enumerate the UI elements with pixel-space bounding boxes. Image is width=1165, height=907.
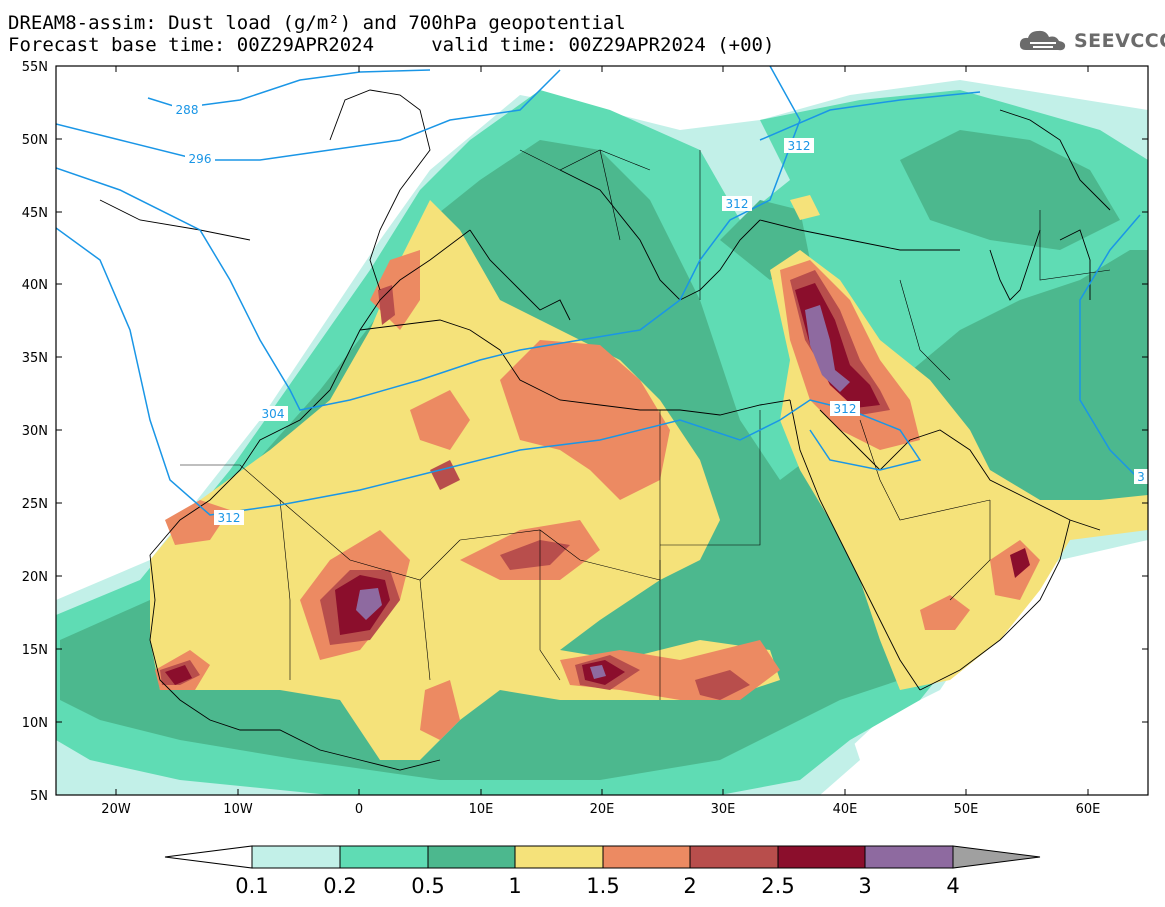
colorbar-tick: 2.5 <box>761 874 794 898</box>
lon-label: 30E <box>711 802 736 817</box>
colorbar-tick: 0.2 <box>323 874 356 898</box>
lon-label: 40E <box>833 802 858 817</box>
colorbar-tick: 1.5 <box>586 874 619 898</box>
lat-label: 20N <box>22 570 48 585</box>
lat-label: 40N <box>22 278 48 293</box>
lon-labels: 20W 10W 0 10E 20E 30E 40E 50E 60E <box>101 802 1100 817</box>
colorbar-segment <box>164 845 253 869</box>
colorbar-tick: 0.1 <box>235 874 268 898</box>
colorbar-tick: 0.5 <box>411 874 444 898</box>
contour-labels: 288 296 304 312 312 312 312 3 <box>172 102 1148 525</box>
lat-label: 50N <box>22 133 48 148</box>
colorbar-segment <box>952 845 1041 869</box>
contour-label-312-west: 312 <box>218 511 241 525</box>
cloud-icon <box>1019 30 1066 51</box>
lon-ticks <box>115 66 1089 795</box>
lat-ticks <box>56 65 1148 796</box>
colorbar-segment <box>603 846 690 868</box>
contour-label-312-north: 312 <box>788 139 811 153</box>
coastlines <box>99 89 1111 771</box>
lat-label: 10N <box>22 716 48 731</box>
map-title: DREAM8-assim: Dust load (g/m²) and 700hP… <box>8 12 626 34</box>
contour-label-312-east: 312 <box>834 402 857 416</box>
lon-label: 10E <box>469 802 494 817</box>
lon-label: 0 <box>355 802 363 817</box>
forecast-time-line: Forecast base time: 00Z29APR2024 valid t… <box>8 34 775 56</box>
colorbar-segment <box>778 846 865 868</box>
dust-shading-purple <box>356 305 850 679</box>
lat-label: 35N <box>22 351 48 366</box>
geopotential-contours <box>56 66 1141 516</box>
lat-label: 55N <box>22 60 48 75</box>
country-borders <box>180 149 1111 700</box>
lon-label: 50E <box>954 802 979 817</box>
lat-label: 5N <box>30 789 48 804</box>
lat-label: 25N <box>22 497 48 512</box>
lon-label: 20W <box>101 802 131 817</box>
contour-label-edge: 3 <box>1137 470 1145 484</box>
contour-label-288: 288 <box>176 103 199 117</box>
colorbar-segment <box>340 846 428 868</box>
colorbar-tick: 3 <box>858 874 871 898</box>
colorbar-segment <box>865 846 953 868</box>
colorbar-tick: 1 <box>508 874 521 898</box>
colorbar-segment <box>252 846 340 868</box>
lat-label: 45N <box>22 206 48 221</box>
contour-label-304: 304 <box>262 407 285 421</box>
colorbar-tick: 4 <box>946 874 959 898</box>
lat-labels: 55N 50N 45N 40N 35N 30N 25N 20N 15N 10N … <box>22 60 48 804</box>
colorbar-segment <box>690 846 778 868</box>
lon-label: 10W <box>223 802 253 817</box>
brand-logo: SEEVCCC <box>1018 28 1165 54</box>
lon-label: 20E <box>590 802 615 817</box>
colorbar-segment <box>428 846 515 868</box>
contour-label-296: 296 <box>189 152 212 166</box>
brand-name: SEEVCCC <box>1074 30 1165 52</box>
map-plot <box>56 66 1148 795</box>
colorbar-segment <box>515 846 603 868</box>
lat-label: 30N <box>22 424 48 439</box>
colorbar-tick: 2 <box>683 874 696 898</box>
contour-label-312-balkan: 312 <box>726 197 749 211</box>
lat-label: 15N <box>22 643 48 658</box>
colorbar: 0.1 0.2 0.5 1 1.5 2 2.5 3 4 <box>164 845 1041 898</box>
lon-label: 60E <box>1076 802 1101 817</box>
